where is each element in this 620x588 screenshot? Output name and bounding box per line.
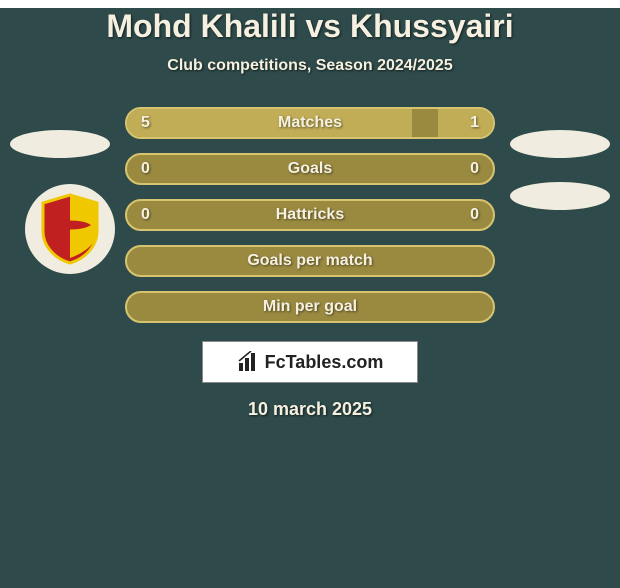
- stat-label: Hattricks: [127, 206, 493, 224]
- player-left-avatar: [10, 130, 110, 158]
- stat-label: Min per goal: [127, 298, 493, 316]
- stat-value-right: 1: [470, 114, 479, 132]
- infographic-container: Mohd Khalili vs Khussyairi Club competit…: [0, 8, 620, 588]
- stat-label: Matches: [127, 114, 493, 132]
- shield-icon: [39, 193, 101, 265]
- stat-value-right: 0: [470, 160, 479, 178]
- stat-row-hattricks: 0 Hattricks 0: [125, 199, 495, 231]
- club-left-badge: [25, 184, 115, 274]
- stat-label: Goals per match: [127, 252, 493, 270]
- stat-value-right: 0: [470, 206, 479, 224]
- bar-chart-icon: [237, 351, 259, 373]
- stat-row-goals-per-match: Goals per match: [125, 245, 495, 277]
- stat-row-matches: 5 Matches 1: [125, 107, 495, 139]
- logo-text: FcTables.com: [265, 352, 384, 373]
- subtitle: Club competitions, Season 2024/2025: [0, 57, 620, 75]
- date-text: 10 march 2025: [0, 399, 620, 420]
- stat-row-min-per-goal: Min per goal: [125, 291, 495, 323]
- stat-row-goals: 0 Goals 0: [125, 153, 495, 185]
- page-title: Mohd Khalili vs Khussyairi: [0, 8, 620, 45]
- stat-label: Goals: [127, 160, 493, 178]
- club-right-avatar: [510, 182, 610, 210]
- player-right-avatar: [510, 130, 610, 158]
- source-logo: FcTables.com: [202, 341, 418, 383]
